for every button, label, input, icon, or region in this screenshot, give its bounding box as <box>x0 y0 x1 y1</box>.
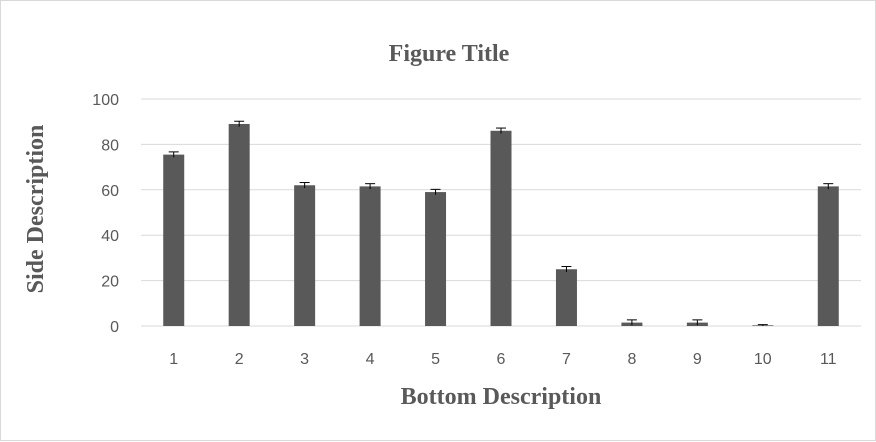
y-tick-label: 0 <box>110 319 119 336</box>
x-tick-label: 6 <box>497 351 506 368</box>
x-tick-label: 2 <box>235 351 244 368</box>
x-tick-label: 10 <box>754 351 772 368</box>
bar <box>490 130 512 326</box>
x-tick-label: 4 <box>366 351 375 368</box>
x-tick-label: 1 <box>169 351 178 368</box>
x-tick-label: 7 <box>562 351 571 368</box>
bar <box>555 269 577 326</box>
bar <box>817 186 839 326</box>
y-tick-label: 60 <box>101 183 119 200</box>
y-tick-label: 100 <box>92 92 119 109</box>
x-axis-ticks: 1 2 3 4 5 6 7 8 9 10 11 <box>169 351 836 368</box>
y-tick-label: 40 <box>101 228 119 245</box>
y-axis-ticks: 0 20 40 60 80 100 <box>92 92 119 336</box>
x-tick-label: 11 <box>820 351 837 368</box>
bar <box>294 185 316 326</box>
y-axis-title: Side Description <box>23 125 49 294</box>
bar <box>359 186 381 326</box>
chart-title: Figure Title <box>389 41 510 67</box>
bar <box>425 192 447 326</box>
x-tick-label: 5 <box>431 351 440 368</box>
x-tick-label: 3 <box>300 351 309 368</box>
x-axis-title: Bottom Description <box>401 384 602 410</box>
bar <box>163 154 185 326</box>
x-tick-label: 8 <box>627 351 636 368</box>
bars <box>163 120 839 326</box>
y-tick-label: 20 <box>101 274 119 291</box>
bar <box>228 123 250 326</box>
y-tick-label: 80 <box>101 137 119 154</box>
x-tick-label: 9 <box>693 351 702 368</box>
